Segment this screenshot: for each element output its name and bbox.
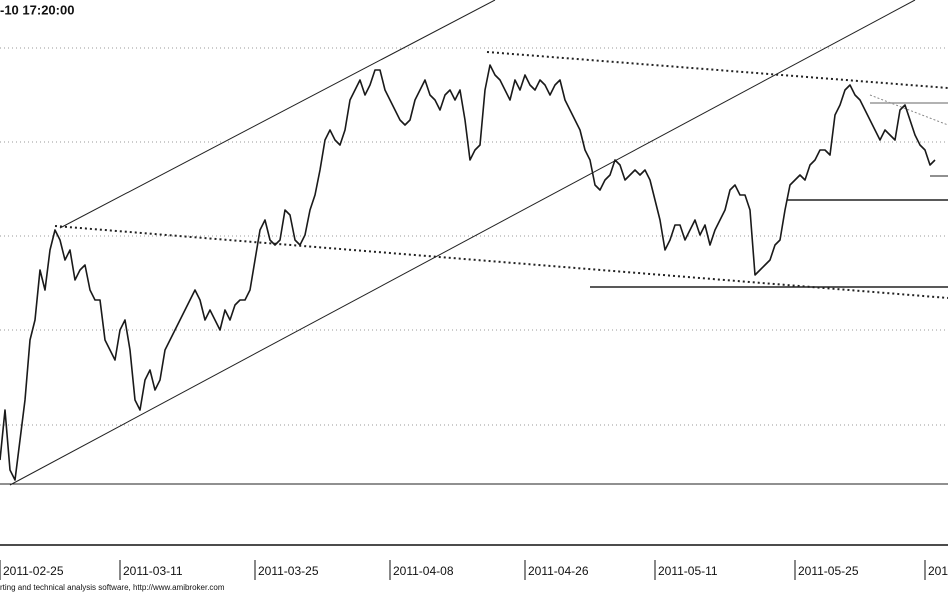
- drawings: [0, 0, 948, 486]
- x-tick-label: 2011-03-25: [258, 564, 319, 578]
- x-tick-label: 201: [928, 564, 948, 578]
- trend-line: [486, 51, 948, 89]
- x-tick-label: 2011-05-25: [798, 564, 859, 578]
- x-tick-label: 2011-04-26: [528, 564, 589, 578]
- x-tick-label: 2011-03-11: [123, 564, 183, 578]
- footer: rting and technical analysis software, h…: [0, 583, 225, 592]
- trend-line: [59, 0, 496, 229]
- price-line: [0, 64, 936, 481]
- trend-line: [869, 94, 948, 126]
- x-tick-label: 2011-05-11: [658, 564, 718, 578]
- chart-title: -10 17:20:00: [0, 2, 74, 17]
- x-tick-label: 2011-02-25: [3, 564, 64, 578]
- trend-line: [54, 225, 948, 299]
- trend-line: [9, 0, 916, 486]
- x-tick-label: 2011-04-08: [393, 564, 454, 578]
